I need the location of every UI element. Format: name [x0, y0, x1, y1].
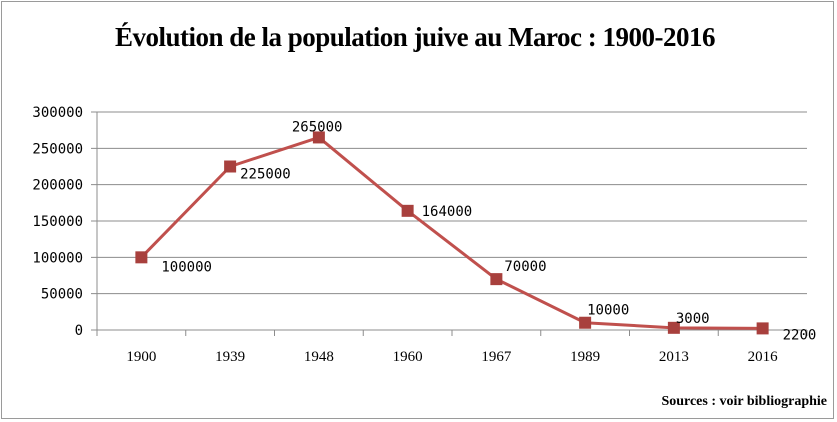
chart-title: Évolution de la population juive au Maro… — [114, 22, 716, 52]
data-point — [224, 160, 237, 173]
data-label: 70000 — [504, 259, 546, 275]
series-line — [140, 135, 763, 330]
data-label: 164000 — [422, 204, 473, 220]
y-tick-label: 50000 — [41, 287, 83, 303]
x-tick-label: 2016 — [748, 349, 779, 365]
x-tick-label: 1967 — [481, 349, 512, 365]
data-point — [667, 321, 680, 334]
data-point — [490, 273, 503, 286]
y-tick-label: 150000 — [32, 214, 83, 230]
x-tick-label: 1939 — [215, 349, 245, 365]
data-point — [135, 251, 148, 264]
y-tick-label: 0 — [75, 323, 83, 339]
data-point — [401, 204, 414, 217]
data-label: 225000 — [240, 167, 291, 183]
x-tick-label: 1900 — [126, 349, 156, 365]
y-tick-label: 100000 — [32, 250, 83, 266]
sources-note: Sources : voir bibliographie — [661, 394, 827, 409]
data-point — [312, 131, 325, 144]
y-tick-label: 200000 — [32, 178, 83, 194]
data-label: 3000 — [676, 311, 710, 327]
x-tick-label: 1989 — [570, 349, 600, 365]
x-tick-label: 1948 — [304, 349, 334, 365]
y-tick-label: 300000 — [32, 105, 83, 121]
data-label: 10000 — [587, 303, 629, 319]
data-label: 100000 — [161, 259, 212, 275]
data-label: 2200 — [783, 327, 817, 343]
x-tick-label: 1960 — [393, 349, 423, 365]
data-point — [579, 316, 592, 329]
x-tick-label: 2013 — [659, 349, 689, 365]
data-label: 265000 — [292, 119, 343, 135]
y-tick-label: 250000 — [32, 141, 83, 157]
data-point — [756, 322, 769, 335]
